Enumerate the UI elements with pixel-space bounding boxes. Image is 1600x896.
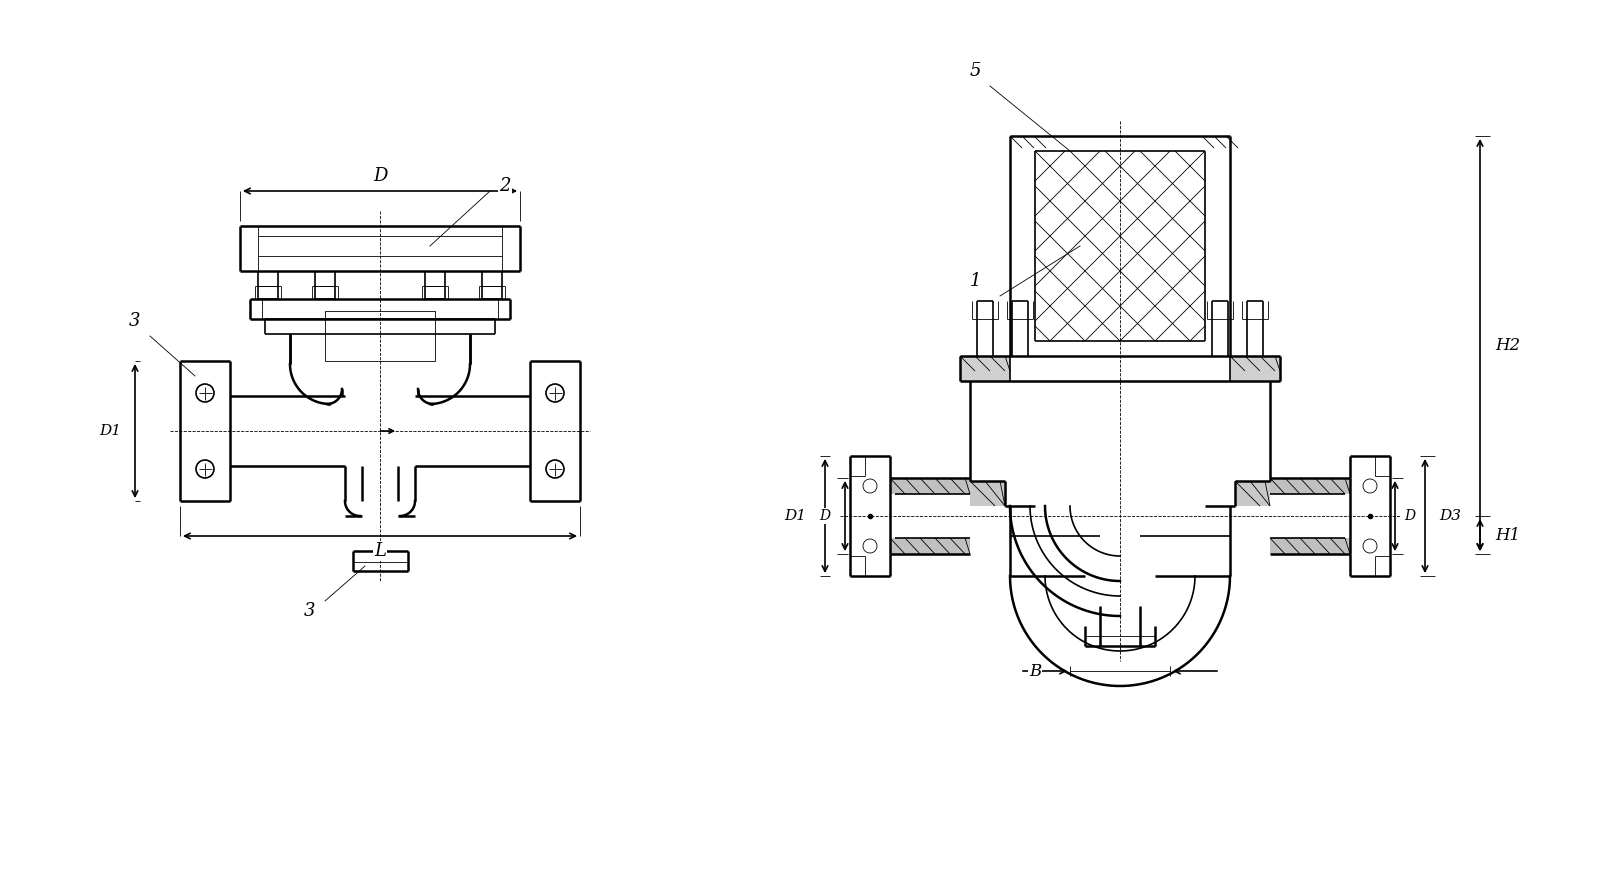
Bar [890, 478, 970, 494]
Text: H1: H1 [1496, 527, 1520, 544]
Bar [1230, 356, 1280, 381]
Bar [1270, 478, 1350, 494]
Text: D: D [373, 167, 387, 185]
Bar [960, 356, 1010, 381]
Text: D1: D1 [99, 424, 122, 438]
Text: 1: 1 [970, 272, 981, 290]
Text: D3: D3 [1438, 509, 1461, 523]
Bar [1270, 538, 1350, 554]
Bar [325, 311, 435, 361]
Text: 3: 3 [304, 602, 315, 620]
Bar [970, 481, 1005, 506]
Text: 5: 5 [970, 62, 981, 80]
Text: 3: 3 [130, 312, 141, 330]
Text: H2: H2 [1496, 337, 1520, 354]
Bar [1235, 481, 1270, 506]
Text: D: D [819, 509, 830, 523]
Text: B: B [1029, 662, 1042, 679]
Text: L: L [374, 542, 386, 560]
Text: D: D [1405, 509, 1416, 523]
Text: D1: D1 [784, 509, 806, 523]
Bar [890, 538, 970, 554]
Text: 2: 2 [499, 177, 510, 195]
